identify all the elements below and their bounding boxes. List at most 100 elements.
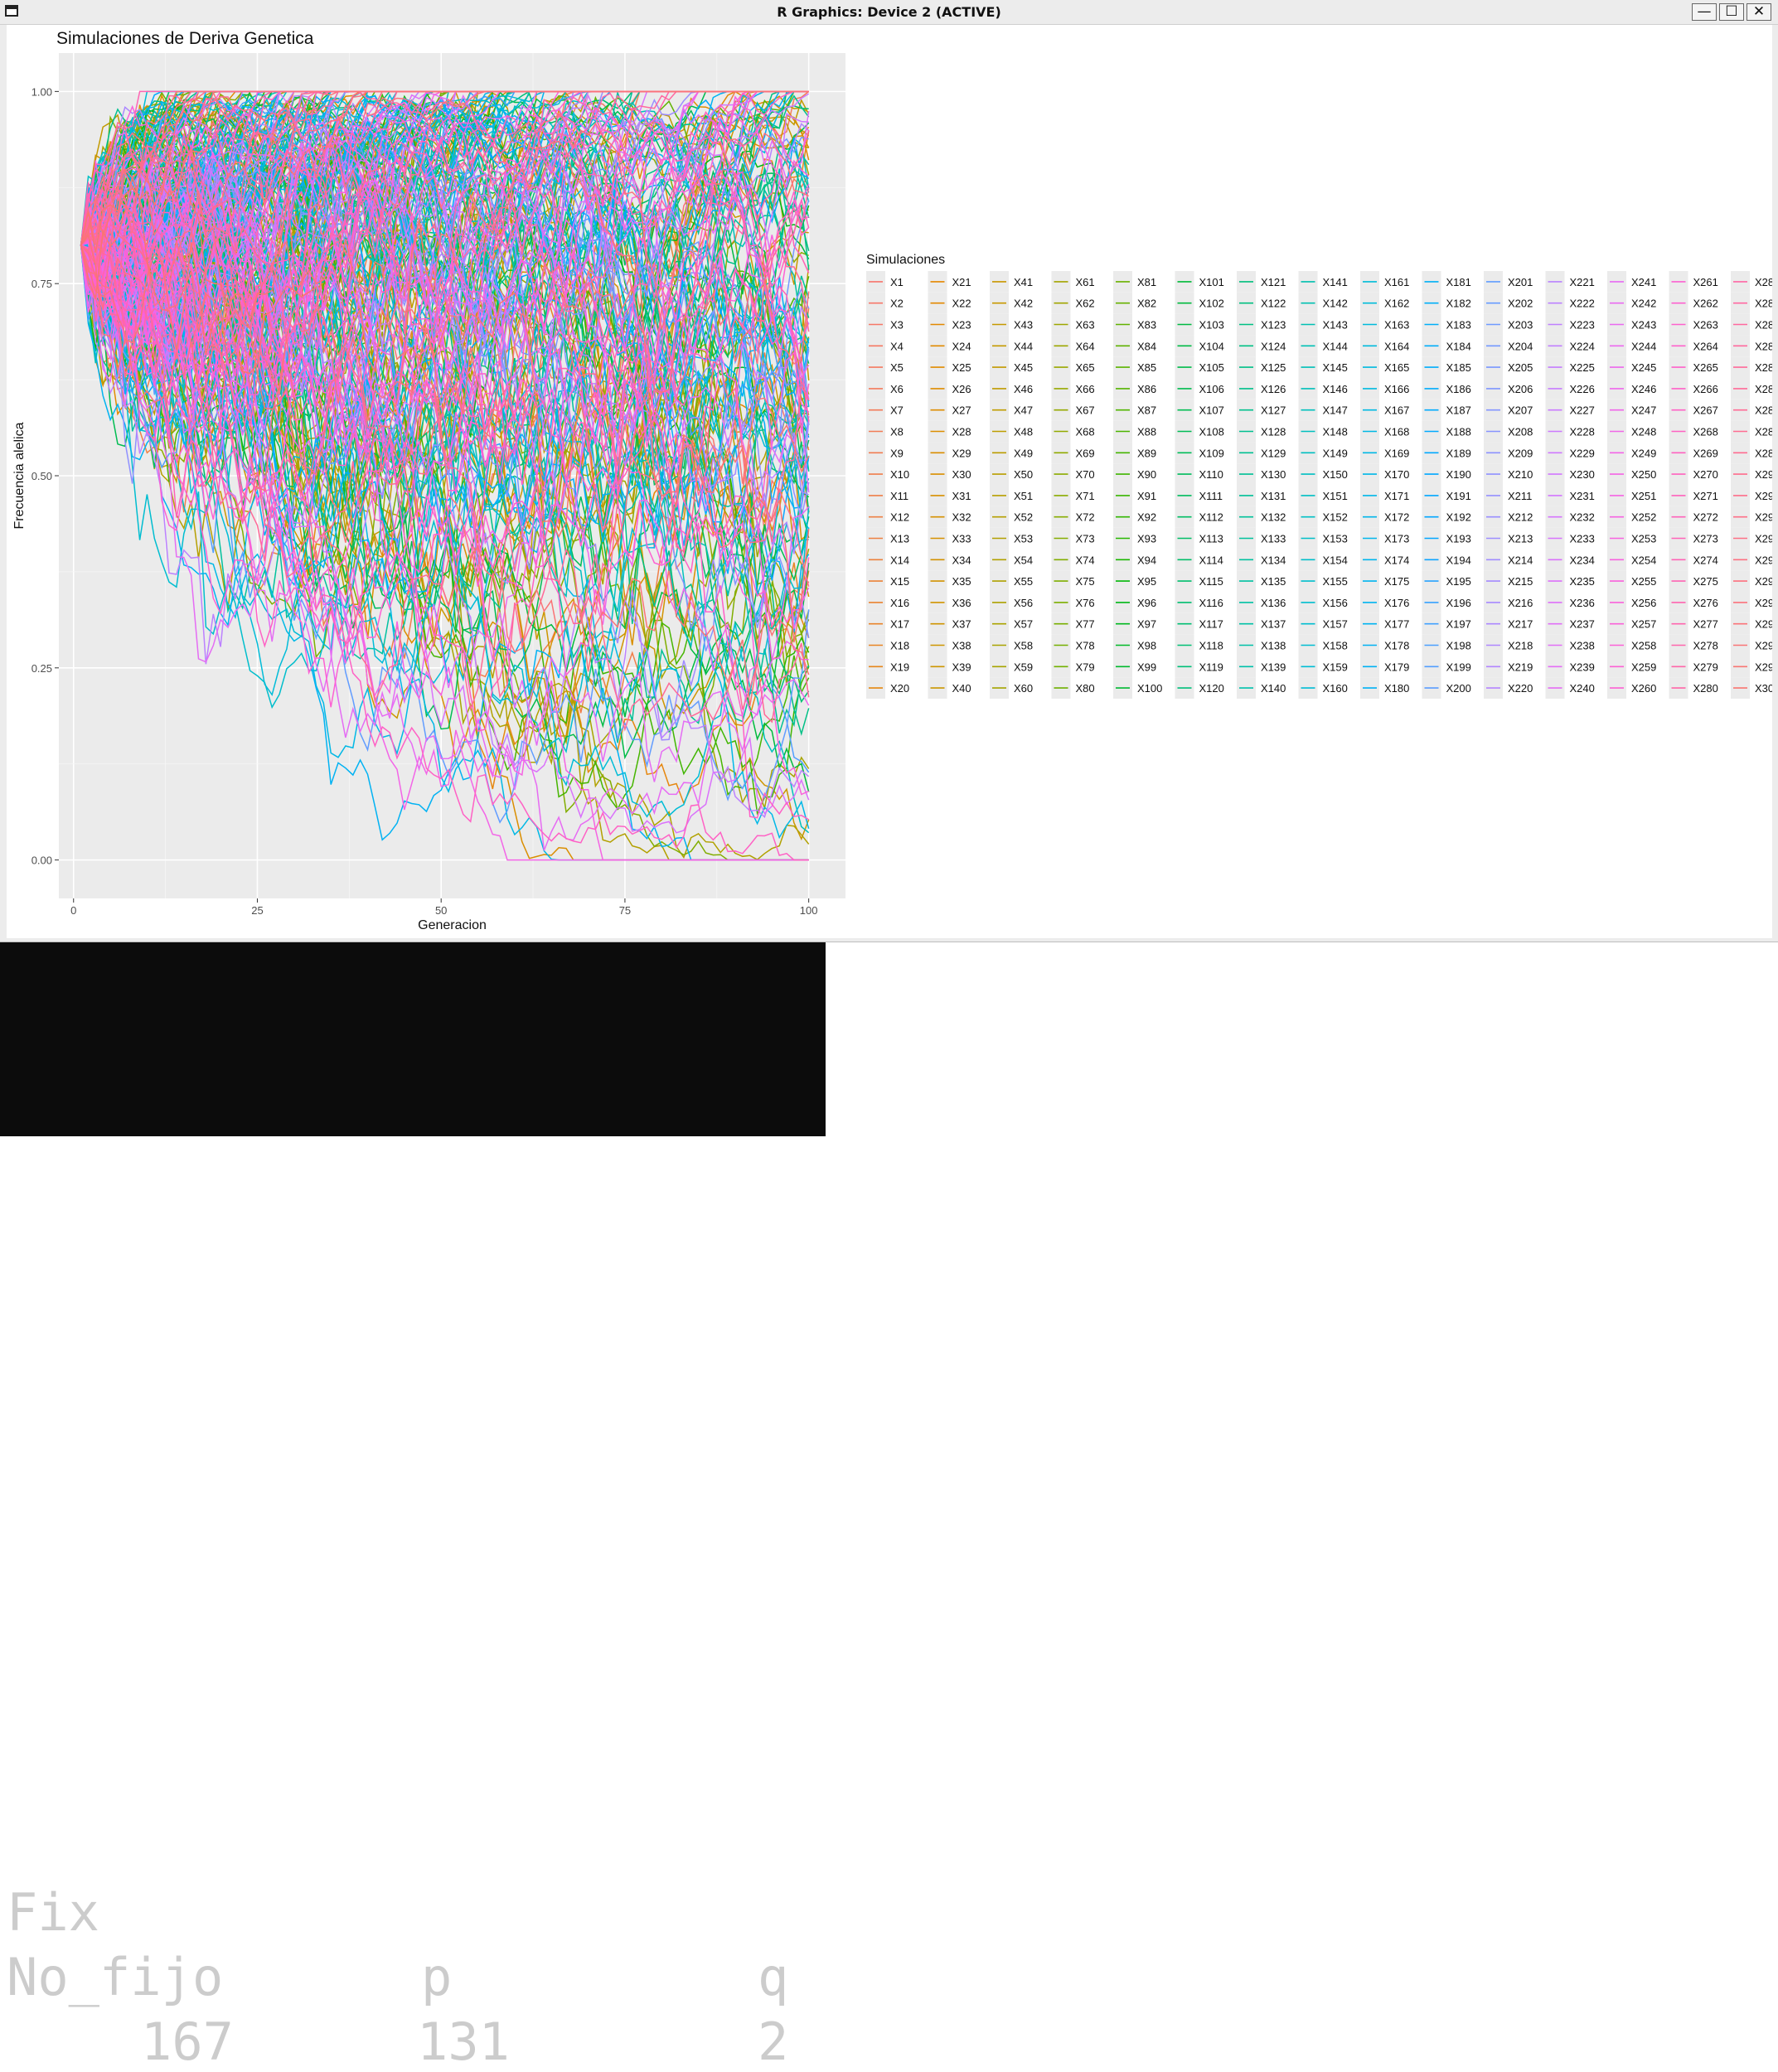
legend-label: X255 [1631, 575, 1656, 588]
legend-label: X239 [1570, 661, 1595, 673]
legend-label: X114 [1199, 554, 1223, 566]
legend-label: X37 [952, 618, 971, 631]
legend-label: X177 [1384, 618, 1409, 631]
legend-label: X65 [1076, 361, 1095, 374]
close-button[interactable]: ✕ [1747, 3, 1771, 21]
window-title: R Graphics: Device 2 (ACTIVE) [777, 4, 1001, 20]
legend-label: X199 [1446, 661, 1471, 673]
axes: 0 25 50 75 100 0.00 0.25 0.50 0.75 1.00 [31, 85, 818, 917]
legend-label: X228 [1570, 426, 1595, 438]
series-line [80, 244, 810, 819]
series-lines [80, 90, 810, 861]
legend-label: X29 [952, 447, 971, 459]
x-tick-label: 0 [70, 904, 76, 917]
r-console-output: Fix No_fijo p q 167 131 2 [0, 942, 826, 2068]
legend-label: X138 [1261, 640, 1286, 652]
legend-label: X39 [952, 661, 971, 673]
legend-label: X17 [890, 618, 909, 631]
legend-label: X259 [1631, 661, 1656, 673]
legend-label: X263 [1693, 319, 1718, 332]
legend-label: X159 [1323, 661, 1348, 673]
series-line [80, 244, 809, 861]
legend-label: X175 [1384, 575, 1409, 588]
legend-label: X10 [890, 468, 909, 481]
legend-label: X214 [1508, 554, 1533, 566]
legend-label: X197 [1446, 618, 1471, 631]
r-graphics-window: R Graphics: Device 2 (ACTIVE) — ☐ ✕ Simu… [0, 0, 1778, 942]
legend-label: X151 [1323, 490, 1348, 502]
legend-label: X103 [1199, 319, 1224, 332]
title-bar[interactable]: R Graphics: Device 2 (ACTIVE) — ☐ ✕ [0, 0, 1778, 25]
legend-label: X164 [1384, 340, 1409, 352]
legend-label: X52 [1014, 511, 1033, 524]
maximize-button[interactable]: ☐ [1719, 3, 1744, 21]
legend-label: X176 [1384, 597, 1409, 609]
legend-label: X188 [1446, 426, 1471, 438]
legend-label: X118 [1199, 640, 1223, 652]
legend-label: X235 [1570, 575, 1595, 588]
legend-label: X64 [1076, 340, 1095, 352]
legend-label: X202 [1508, 298, 1533, 310]
legend-label: X208 [1508, 426, 1533, 438]
legend-label: X300 [1755, 682, 1772, 695]
chart-title: Simulaciones de Deriva Genetica [56, 29, 314, 48]
legend-label: X16 [890, 597, 909, 609]
legend-label: X153 [1323, 533, 1348, 545]
legend-label: X91 [1137, 490, 1156, 502]
series-line [80, 128, 810, 440]
legend-label: X84 [1137, 340, 1156, 352]
legend-label: X145 [1323, 361, 1348, 374]
series-line [80, 244, 810, 587]
legend-label: X258 [1631, 640, 1656, 652]
legend-label: X115 [1199, 575, 1223, 588]
legend-label: X266 [1693, 383, 1718, 395]
legend-label: X146 [1323, 383, 1348, 395]
legend-label: X49 [1014, 447, 1033, 459]
legend-label: X254 [1631, 554, 1656, 566]
legend-label: X59 [1014, 661, 1033, 673]
legend-label: X73 [1076, 533, 1095, 545]
window-icon[interactable] [5, 5, 18, 17]
series-line [80, 216, 810, 593]
legend-label: X178 [1384, 640, 1409, 652]
legend-label: X221 [1570, 276, 1595, 288]
legend-label: X139 [1261, 661, 1286, 673]
legend-label: X216 [1508, 597, 1533, 609]
legend-label: X120 [1199, 682, 1224, 695]
legend-label: X69 [1076, 447, 1095, 459]
legend-label: X210 [1508, 468, 1533, 481]
series-line [80, 113, 810, 373]
legend-title: Simulaciones [866, 253, 945, 267]
minimize-button[interactable]: — [1692, 3, 1717, 21]
legend-label: X222 [1570, 298, 1595, 310]
legend-label: X292 [1755, 511, 1772, 524]
legend: Simulaciones X1 X2 X3 X4 X5 X6 X7 X8 X9 X10 X11 X12… [866, 253, 1772, 699]
legend-label: X100 [1137, 682, 1162, 695]
legend-label: X126 [1261, 383, 1286, 395]
legend-label: X251 [1631, 490, 1656, 502]
legend-label: X24 [952, 340, 971, 352]
legend-label: X5 [890, 361, 904, 374]
legend-label: X135 [1261, 575, 1286, 588]
legend-label: X50 [1014, 468, 1033, 481]
legend-label: X209 [1508, 447, 1533, 459]
legend-label: X44 [1014, 340, 1033, 352]
legend-label: X48 [1014, 426, 1033, 438]
console-header-q: q [758, 1947, 789, 2007]
legend-label: X92 [1137, 511, 1156, 524]
legend-label: X128 [1261, 426, 1286, 438]
series-line [80, 143, 810, 428]
legend-label: X296 [1755, 597, 1772, 609]
legend-label: X280 [1693, 682, 1718, 695]
series-line [80, 90, 809, 412]
console-line-fix: Fix [7, 1882, 99, 1943]
legend-label: X83 [1137, 319, 1156, 332]
legend-label: X116 [1199, 597, 1223, 609]
console-value-p: 131 [417, 2011, 510, 2072]
legend-label: X108 [1199, 426, 1224, 438]
legend-label: X34 [952, 554, 971, 566]
legend-label: X193 [1446, 533, 1471, 545]
x-tick-label: 100 [800, 904, 818, 917]
legend-label: X14 [890, 554, 909, 566]
series-line [80, 244, 810, 651]
